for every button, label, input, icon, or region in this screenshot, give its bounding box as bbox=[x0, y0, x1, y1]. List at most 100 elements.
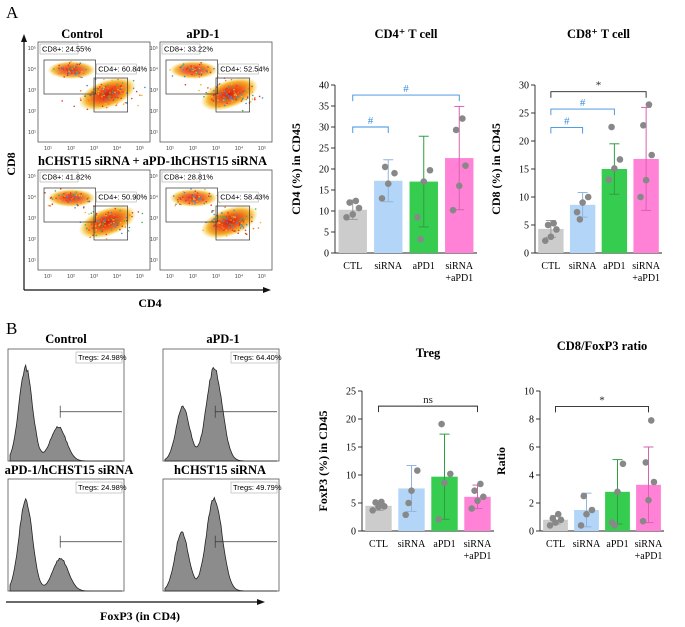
data-point bbox=[549, 515, 557, 522]
data-point bbox=[583, 510, 590, 518]
event-dot bbox=[67, 64, 70, 66]
event-dot bbox=[68, 194, 70, 197]
event-dot bbox=[108, 97, 111, 100]
event-dot bbox=[179, 203, 181, 205]
event-dot bbox=[205, 91, 207, 94]
event-dot bbox=[113, 221, 115, 224]
significance-bracket bbox=[550, 91, 647, 98]
event-dot bbox=[88, 213, 90, 215]
x-log-tick: 10² bbox=[189, 146, 197, 152]
event-dot bbox=[74, 74, 77, 76]
event-dot bbox=[224, 99, 226, 101]
event-dot bbox=[144, 86, 146, 89]
event-dot bbox=[182, 64, 184, 67]
event-dot bbox=[241, 217, 244, 219]
event-dot bbox=[212, 209, 215, 212]
event-dot bbox=[114, 226, 117, 228]
event-dot bbox=[186, 67, 189, 69]
event-dot bbox=[192, 198, 195, 200]
y-tick-label: 0 bbox=[351, 527, 356, 538]
event-dot bbox=[171, 75, 174, 77]
event-dot bbox=[200, 63, 203, 66]
cd8-gate-label-box bbox=[161, 171, 201, 183]
histogram-0: Tregs: 24.98% bbox=[7, 348, 127, 462]
event-dot bbox=[79, 90, 82, 92]
event-dot bbox=[119, 88, 122, 91]
x-category-label: +aPD1 bbox=[632, 273, 660, 284]
event-dot bbox=[105, 238, 108, 240]
cd8-gate-label-box bbox=[39, 43, 79, 55]
event-dot bbox=[92, 234, 94, 237]
x-log-tick: 10³ bbox=[90, 146, 98, 152]
event-dot bbox=[232, 216, 235, 218]
x-category-label: +aPD1 bbox=[635, 551, 663, 562]
event-dot bbox=[67, 67, 70, 70]
event-dot bbox=[187, 69, 190, 71]
event-dot bbox=[261, 97, 264, 99]
event-dot bbox=[218, 220, 220, 222]
significance-label: # bbox=[368, 115, 374, 127]
event-dot bbox=[111, 79, 113, 82]
x-log-tick: 10² bbox=[67, 274, 75, 280]
event-dot bbox=[59, 66, 62, 69]
event-dot bbox=[82, 206, 85, 209]
event-dot bbox=[245, 102, 247, 105]
hist-title-apd1: aPD-1 bbox=[206, 332, 239, 346]
event-dot bbox=[200, 71, 203, 74]
event-dot bbox=[184, 83, 187, 86]
event-dot bbox=[241, 219, 244, 221]
event-dot bbox=[73, 105, 75, 108]
event-dot bbox=[51, 198, 54, 200]
event-dot bbox=[132, 79, 135, 82]
x-log-tick: 10⁴ bbox=[113, 273, 122, 280]
event-dot bbox=[196, 65, 198, 67]
event-dot bbox=[198, 196, 200, 198]
event-dot bbox=[102, 92, 104, 94]
x-log-tick: 10³ bbox=[90, 274, 98, 280]
event-dot bbox=[70, 60, 72, 63]
cd8-gate bbox=[43, 59, 96, 95]
event-dot bbox=[221, 212, 223, 214]
event-dot bbox=[212, 99, 214, 102]
treg-gate-label: Tregs: 49.79% bbox=[233, 483, 282, 492]
event-dot bbox=[105, 106, 108, 109]
y-log-tick: 10⁵ bbox=[28, 173, 36, 180]
data-point bbox=[349, 211, 357, 218]
event-dot bbox=[179, 197, 181, 199]
event-dot bbox=[103, 220, 105, 222]
foxp3-arrow-head bbox=[257, 599, 265, 605]
event-dot bbox=[63, 76, 65, 78]
event-dot bbox=[225, 212, 227, 215]
x-log-tick: 10³ bbox=[212, 146, 220, 152]
event-dot bbox=[191, 194, 193, 196]
event-dot bbox=[198, 63, 201, 66]
event-dot bbox=[112, 92, 114, 94]
event-dot bbox=[179, 73, 182, 76]
event-dot bbox=[119, 221, 122, 224]
data-point bbox=[369, 506, 376, 514]
event-dot bbox=[258, 95, 261, 98]
x-category-label: aPD1 bbox=[606, 539, 628, 550]
event-dot bbox=[245, 98, 248, 101]
event-dot bbox=[246, 91, 248, 93]
event-dot bbox=[239, 92, 241, 94]
event-dot bbox=[240, 95, 243, 98]
event-dot bbox=[74, 193, 76, 196]
event-dot bbox=[135, 90, 138, 93]
event-dot bbox=[190, 188, 192, 190]
event-dot bbox=[225, 229, 227, 232]
event-dot bbox=[193, 74, 196, 77]
chart-title: CD8/FoxP3 ratio bbox=[557, 339, 648, 353]
data-point bbox=[642, 176, 650, 184]
y-tick-label: 10 bbox=[319, 207, 329, 218]
event-dot bbox=[231, 96, 234, 98]
event-dot bbox=[241, 91, 244, 93]
event-dot bbox=[86, 84, 88, 87]
event-dot bbox=[96, 87, 98, 90]
y-tick-label: 30 bbox=[519, 81, 529, 92]
y-tick-label: 15 bbox=[519, 165, 529, 176]
event-dot bbox=[195, 198, 198, 201]
event-dot bbox=[231, 215, 233, 218]
event-dot bbox=[51, 203, 54, 205]
event-dot bbox=[224, 79, 227, 82]
